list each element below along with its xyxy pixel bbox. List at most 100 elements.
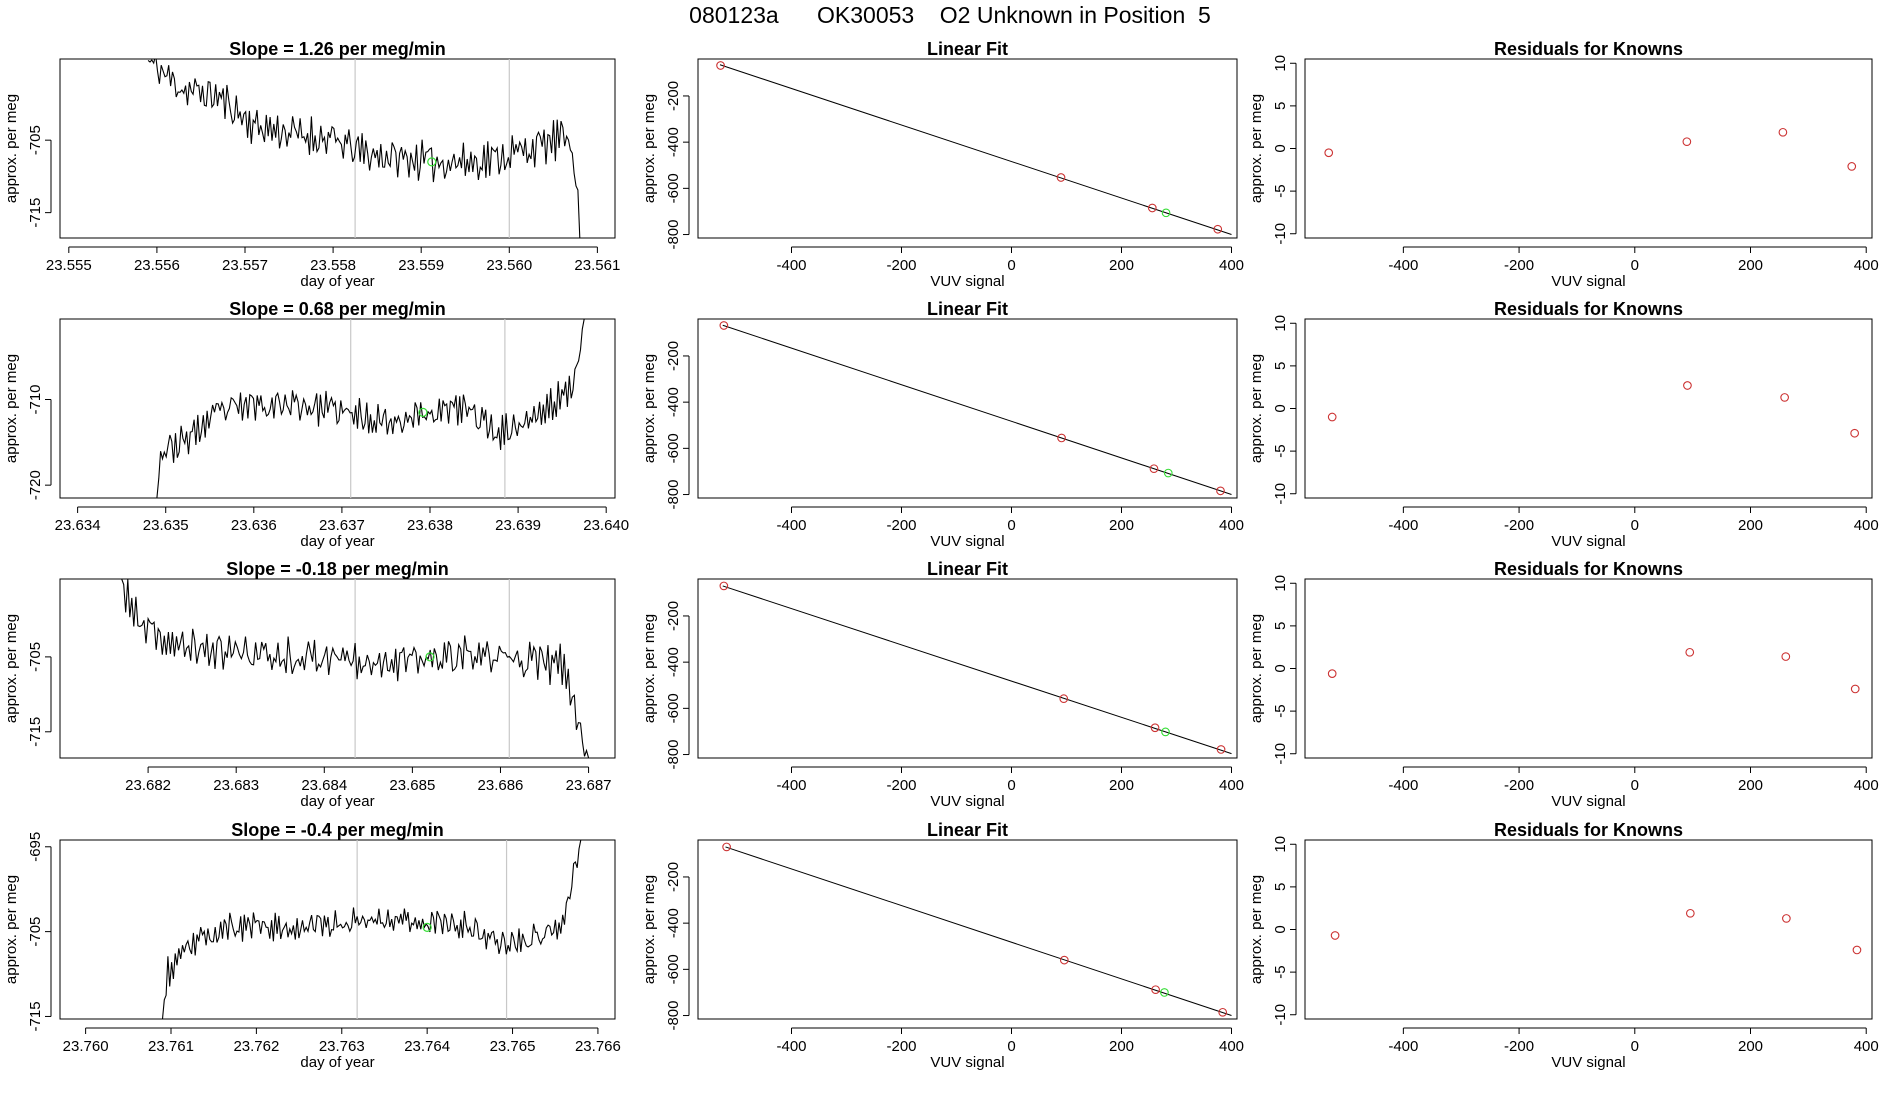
plot-frame <box>697 318 1238 499</box>
y-axis-label: approx. per meg <box>3 614 20 723</box>
x-tick-label: -400 <box>776 517 806 534</box>
residual-point <box>1327 669 1337 678</box>
unknown-point <box>422 922 432 932</box>
x-axis-label: VUV signal <box>930 273 1004 290</box>
residual-point <box>1683 381 1692 390</box>
unknown-point <box>425 652 435 662</box>
plot-title: Slope = 0.68 per meg/min <box>229 299 446 319</box>
x-tick-label: 23.684 <box>301 777 347 794</box>
residuals-plot: Residuals for Knowns -400 -200 0 200 400 VUV s… <box>1248 39 1879 290</box>
fit-line <box>719 64 1232 236</box>
y-axis-label: approx. per meg <box>641 875 658 984</box>
y-tick-label: -705 <box>27 642 44 672</box>
known-point <box>1056 173 1066 182</box>
x-tick-label: 23.766 <box>575 1038 621 1055</box>
y-tick-label: -400 <box>665 127 682 157</box>
y-tick-label: -200 <box>665 601 682 631</box>
known-point <box>1147 203 1157 213</box>
x-axis-label: VUV signal <box>1551 533 1625 550</box>
y-tick-label: -800 <box>665 220 682 250</box>
plot-title: Residuals for Knowns <box>1494 559 1683 579</box>
time-series-plot: Slope = -0.18 per meg/min 23.682 23.683 23.… <box>3 559 616 810</box>
known-point <box>1216 745 1226 754</box>
x-tick-label: -400 <box>776 777 806 794</box>
known-point <box>719 581 729 591</box>
y-tick-label: -200 <box>665 81 682 111</box>
x-tick-label: 0 <box>1631 777 1639 794</box>
known-point <box>719 321 729 330</box>
unknown-point <box>427 157 437 167</box>
x-tick-label: 23.556 <box>134 257 180 274</box>
y-tick-label: -715 <box>27 1001 44 1031</box>
residual-point <box>1850 684 1860 694</box>
y-tick-label: -5 <box>1272 184 1289 197</box>
x-axis-label: VUV signal <box>1551 1054 1625 1071</box>
residual-point <box>1685 908 1695 918</box>
x-tick-label: 23.558 <box>310 257 356 274</box>
y-tick-label: -10 <box>1272 1004 1289 1026</box>
plot-title: Residuals for Knowns <box>1494 820 1683 840</box>
x-tick-label: 200 <box>1738 517 1763 534</box>
unknown-point <box>1163 468 1173 478</box>
fit-line <box>725 846 1232 1017</box>
x-tick-label: 23.682 <box>125 777 171 794</box>
y-axis-label: approx. per meg <box>641 354 658 463</box>
x-tick-label: 23.687 <box>566 777 612 794</box>
x-axis-label: VUV signal <box>1551 793 1625 810</box>
residual-point <box>1778 127 1788 137</box>
y-tick-label: 0 <box>1272 144 1289 152</box>
x-tick-label: 200 <box>1738 777 1763 794</box>
y-axis-label: approx. per meg <box>1248 875 1265 984</box>
x-tick-label: -400 <box>776 257 806 274</box>
unknown-point <box>418 407 428 417</box>
x-tick-label: 23.636 <box>231 517 277 534</box>
plot-title: Linear Fit <box>927 299 1008 319</box>
y-tick-label: -715 <box>27 198 44 228</box>
y-axis-label: approx. per meg <box>641 94 658 203</box>
x-tick-label: 23.761 <box>148 1038 194 1055</box>
linear-fit-plot: Linear Fit -400 -200 0 200 400 VUV signal -200 -… <box>641 820 1244 1071</box>
x-tick-label: 200 <box>1109 257 1134 274</box>
series-line <box>147 59 581 238</box>
x-tick-label: 0 <box>1007 257 1015 274</box>
y-axis-label: approx. per meg <box>3 94 20 203</box>
known-point <box>1150 723 1160 733</box>
unknown-point <box>1161 727 1170 737</box>
y-tick-label: -10 <box>1272 223 1289 245</box>
y-tick-label: -695 <box>27 832 44 862</box>
y-tick-label: 5 <box>1272 622 1289 630</box>
x-tick-label: 23.640 <box>583 517 629 534</box>
x-tick-label: 23.635 <box>143 517 189 534</box>
y-tick-label: -800 <box>665 480 682 510</box>
x-tick-label: -400 <box>1388 517 1418 534</box>
known-point <box>1216 486 1225 496</box>
plot-frame <box>697 839 1238 1020</box>
x-tick-label: 0 <box>1631 257 1639 274</box>
y-tick-label: -200 <box>665 341 682 371</box>
plot-frame <box>59 578 616 759</box>
residual-point <box>1685 647 1695 657</box>
y-tick-label: -715 <box>27 717 44 747</box>
residuals-plot: Residuals for Knowns -400 -200 0 200 400 VUV s… <box>1248 299 1879 550</box>
x-tick-label: -400 <box>1388 1038 1418 1055</box>
plot-title: Residuals for Knowns <box>1494 299 1683 319</box>
x-tick-label: 0 <box>1007 777 1015 794</box>
x-tick-label: 0 <box>1007 1038 1015 1055</box>
fit-line <box>722 585 1232 755</box>
x-tick-label: 23.557 <box>222 257 268 274</box>
residual-point <box>1852 945 1862 955</box>
x-axis-label: day of year <box>300 793 374 810</box>
plot-title: Slope = 1.26 per meg/min <box>229 39 446 59</box>
x-tick-label: 400 <box>1854 257 1879 274</box>
y-tick-label: -710 <box>27 384 44 414</box>
y-tick-label: 0 <box>1272 404 1289 412</box>
x-tick-label: 23.762 <box>233 1038 279 1055</box>
x-tick-label: 200 <box>1109 1038 1134 1055</box>
known-point <box>1213 224 1223 234</box>
x-tick-label: 23.765 <box>490 1038 536 1055</box>
plot-frame <box>697 578 1238 759</box>
x-axis-label: VUV signal <box>930 533 1004 550</box>
y-tick-label: -800 <box>665 740 682 770</box>
series-line <box>156 319 585 498</box>
